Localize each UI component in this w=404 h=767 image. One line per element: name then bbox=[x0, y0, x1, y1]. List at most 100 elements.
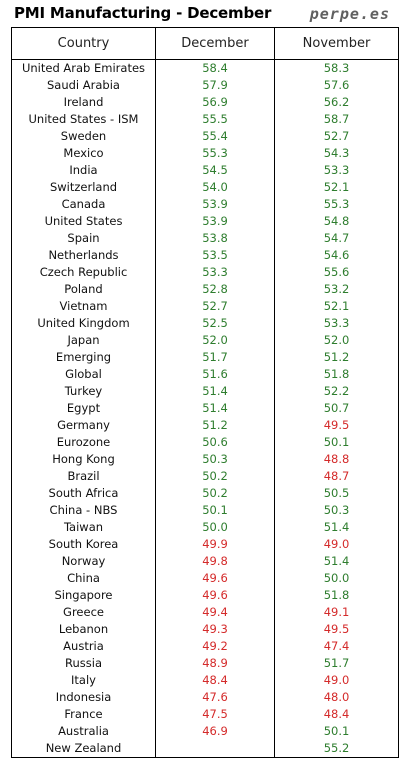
november-value: 55.6 bbox=[323, 265, 350, 279]
december-value: 47.5 bbox=[202, 707, 228, 721]
november-value: 54.7 bbox=[323, 231, 350, 245]
table-row: China - NBS 50.1 50.3 bbox=[12, 502, 398, 519]
december-value: 50.6 bbox=[202, 435, 228, 449]
header-divider bbox=[12, 59, 398, 60]
table-row: Netherlands 53.5 54.6 bbox=[12, 247, 398, 264]
table-row: Singapore 49.6 51.8 bbox=[12, 587, 398, 604]
november-value: 49.0 bbox=[323, 537, 350, 551]
country-cell: Greece bbox=[63, 605, 104, 619]
chart-header: PMI Manufacturing - December perpe.es bbox=[0, 0, 404, 30]
december-value: 53.9 bbox=[202, 214, 228, 228]
country-cell: Turkey bbox=[64, 384, 103, 398]
november-value: 50.1 bbox=[323, 724, 350, 738]
december-value: 51.4 bbox=[202, 384, 228, 398]
november-value: 52.2 bbox=[323, 384, 350, 398]
country-cell: Ireland bbox=[63, 95, 104, 109]
country-cell: Vietnam bbox=[59, 299, 108, 313]
december-value: 57.9 bbox=[202, 78, 228, 92]
november-value: 55.2 bbox=[323, 741, 350, 755]
table-row: South Korea 49.9 49.0 bbox=[12, 536, 398, 553]
december-value: 53.8 bbox=[202, 231, 228, 245]
country-cell: United Kingdom bbox=[37, 316, 130, 330]
table-row: Taiwan 50.0 51.4 bbox=[12, 519, 398, 536]
table-row: Russia 48.9 51.7 bbox=[12, 655, 398, 672]
table-row: Brazil 50.2 48.7 bbox=[12, 468, 398, 485]
table-row: Austria 49.2 47.4 bbox=[12, 638, 398, 655]
country-cell: Global bbox=[65, 367, 102, 381]
country-cell: Brazil bbox=[67, 469, 100, 483]
december-value: 53.3 bbox=[202, 265, 228, 279]
november-value: 48.4 bbox=[323, 707, 350, 721]
december-value: 49.4 bbox=[202, 605, 228, 619]
december-value: 46.9 bbox=[202, 724, 228, 738]
country-cell: United States - ISM bbox=[28, 112, 139, 126]
country-cell: Mexico bbox=[63, 146, 104, 160]
november-value: 58.3 bbox=[323, 61, 350, 75]
table-row: Switzerland 54.0 52.1 bbox=[12, 179, 398, 196]
november-value: 52.1 bbox=[323, 180, 350, 194]
pmi-table: Country December November United Arab Em… bbox=[11, 27, 399, 758]
country-cell: Egypt bbox=[66, 401, 101, 415]
november-value: 49.5 bbox=[323, 418, 350, 432]
december-value: 52.7 bbox=[202, 299, 228, 313]
november-value: 51.4 bbox=[323, 520, 350, 534]
november-value: 48.8 bbox=[323, 452, 350, 466]
country-cell: Eurozone bbox=[56, 435, 111, 449]
december-value: 55.5 bbox=[202, 112, 228, 126]
november-value: 51.8 bbox=[323, 367, 350, 381]
table-row: Australia 46.9 50.1 bbox=[12, 723, 398, 740]
table-row: Global 51.6 51.8 bbox=[12, 366, 398, 383]
november-value: 50.3 bbox=[323, 503, 350, 517]
table-row: United Arab Emirates 58.4 58.3 bbox=[12, 60, 398, 77]
november-value: 49.5 bbox=[323, 622, 350, 636]
table-row: United States 53.9 54.8 bbox=[12, 213, 398, 230]
country-cell: Netherlands bbox=[48, 248, 119, 262]
december-value: 50.2 bbox=[202, 469, 228, 483]
november-value: 49.0 bbox=[323, 673, 350, 687]
country-cell: Norway bbox=[61, 554, 106, 568]
column-header-december: December bbox=[181, 36, 249, 51]
november-value: 51.8 bbox=[323, 588, 350, 602]
table-row: United Kingdom 52.5 53.3 bbox=[12, 315, 398, 332]
december-value: 55.3 bbox=[202, 146, 228, 160]
country-cell: Singapore bbox=[54, 588, 113, 602]
december-value: 48.9 bbox=[202, 656, 228, 670]
table-row: Egypt 51.4 50.7 bbox=[12, 400, 398, 417]
december-value: 50.2 bbox=[202, 486, 228, 500]
chart-title: PMI Manufacturing - December bbox=[14, 4, 272, 22]
december-value: 49.6 bbox=[202, 588, 228, 602]
country-cell: Germany bbox=[57, 418, 110, 432]
table-row: China 49.6 50.0 bbox=[12, 570, 398, 587]
table-row: Czech Republic 53.3 55.6 bbox=[12, 264, 398, 281]
december-value: 51.7 bbox=[202, 350, 228, 364]
december-value: 47.6 bbox=[202, 690, 228, 704]
november-value: 58.7 bbox=[323, 112, 350, 126]
december-value: 49.2 bbox=[202, 639, 228, 653]
table-row: Saudi Arabia 57.9 57.6 bbox=[12, 77, 398, 94]
november-value: 52.0 bbox=[323, 333, 350, 347]
country-cell: China - NBS bbox=[49, 503, 118, 517]
table-row: Vietnam 52.7 52.1 bbox=[12, 298, 398, 315]
november-value: 54.3 bbox=[323, 146, 350, 160]
november-value: 57.6 bbox=[323, 78, 350, 92]
column-divider bbox=[155, 28, 156, 757]
november-value: 48.7 bbox=[323, 469, 350, 483]
table-row: Canada 53.9 55.3 bbox=[12, 196, 398, 213]
december-value: 55.4 bbox=[202, 129, 228, 143]
country-cell: United Arab Emirates bbox=[21, 61, 146, 75]
december-value: 52.5 bbox=[202, 316, 228, 330]
column-header-november: November bbox=[302, 36, 371, 51]
country-cell: China bbox=[67, 571, 100, 585]
country-cell: Hong Kong bbox=[52, 452, 115, 466]
table-row: Ireland 56.9 56.2 bbox=[12, 94, 398, 111]
table-row: Japan 52.0 52.0 bbox=[12, 332, 398, 349]
december-value: 58.4 bbox=[202, 61, 228, 75]
table-row: Norway 49.8 51.4 bbox=[12, 553, 398, 570]
country-cell: Switzerland bbox=[49, 180, 118, 194]
country-cell: United States bbox=[44, 214, 123, 228]
december-value: 52.0 bbox=[202, 333, 228, 347]
table-body: United Arab Emirates 58.4 58.3 Saudi Arabia… bbox=[12, 60, 398, 757]
december-value: 49.6 bbox=[202, 571, 228, 585]
table-row: Mexico 55.3 54.3 bbox=[12, 145, 398, 162]
november-value: 50.0 bbox=[323, 571, 350, 585]
